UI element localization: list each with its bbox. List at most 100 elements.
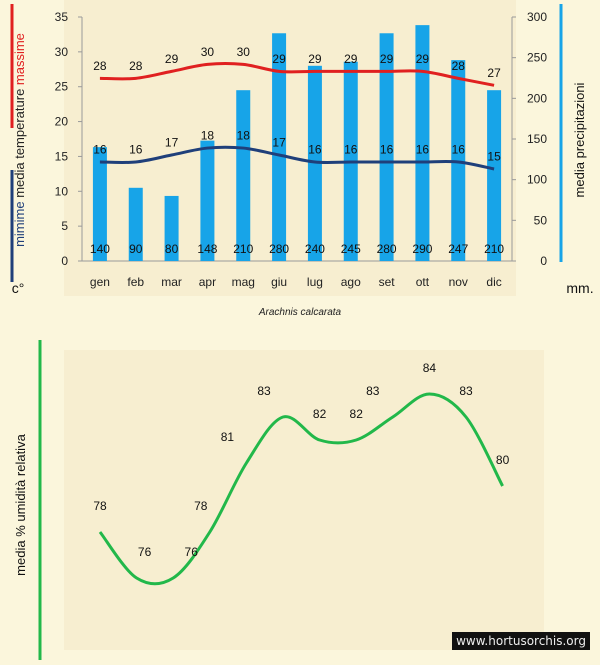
precipitation-unit-label: mm.: [566, 280, 593, 296]
category-label: ago: [341, 275, 361, 289]
humidity-value-label: 76: [185, 545, 199, 559]
humidity-value-label: 84: [423, 361, 437, 375]
precipitation-bar: [200, 140, 215, 261]
max-temperature-label: 29: [165, 52, 179, 66]
precipitation-value-label: 280: [377, 242, 397, 256]
right-tick-label: 150: [527, 132, 547, 146]
precipitation-bar: [272, 33, 287, 262]
chart-title: Arachnis calcarata: [258, 307, 342, 318]
right-tick-label: 300: [527, 10, 547, 24]
max-temperature-label: 29: [344, 52, 358, 66]
min-temperature-label: 17: [272, 135, 286, 149]
climate-chart: 0 5 10 15 20 25 30 35 0 50 100 150 200 250 300 gen feb ma…: [10, 4, 594, 318]
min-temperature-label: 16: [93, 142, 107, 156]
precipitation-bar: [92, 147, 107, 261]
humidity-value-label: 82: [350, 407, 364, 421]
humidity-value-label: 76: [138, 545, 152, 559]
right-tick-label: 200: [527, 91, 547, 105]
humidity-value-label: 78: [93, 499, 107, 513]
category-label: set: [379, 275, 396, 289]
precipitation-value-label: 240: [305, 242, 325, 256]
max-temperature-label: 29: [380, 52, 394, 66]
min-temperature-label: 16: [452, 142, 466, 156]
humidity-value-label: 83: [257, 384, 271, 398]
humidity-value-label: 81: [221, 430, 235, 444]
left-tick-label: 10: [55, 184, 69, 198]
min-temperature-label: 16: [416, 142, 430, 156]
site-watermark: www.hortusorchis.org: [452, 632, 590, 650]
humidity-line: [98, 392, 504, 586]
min-temperature-label: 18: [237, 129, 251, 143]
category-label: feb: [127, 275, 144, 289]
max-temperature-label: 29: [416, 52, 430, 66]
left-axis-title-part: mimime: [12, 201, 27, 247]
temperature-unit-label: c°: [12, 280, 25, 296]
category-label: giu: [271, 275, 287, 289]
max-temperature-label: 28: [93, 59, 107, 73]
max-temperature-label: 27: [487, 66, 501, 80]
precipitation-bar: [236, 90, 251, 261]
category-label: dic: [486, 275, 501, 289]
category-label: gen: [90, 275, 110, 289]
left-tick-label: 25: [55, 80, 69, 94]
max-temperature-label: 30: [237, 45, 251, 59]
category-label: mag: [232, 275, 255, 289]
min-temperature-label: 15: [487, 149, 501, 163]
humidity-value-label: 78: [194, 499, 208, 513]
left-tick-label: 30: [55, 45, 69, 59]
min-temperature-label: 16: [129, 142, 143, 156]
min-temperature-label: 16: [344, 142, 358, 156]
min-temperature-label: 16: [308, 142, 322, 156]
right-tick-label: 0: [540, 254, 547, 268]
left-tick-label: 5: [61, 219, 68, 233]
right-tick-label: 100: [527, 173, 547, 187]
precipitation-value-label: 210: [233, 242, 253, 256]
left-tick-label: 0: [61, 254, 68, 268]
precipitation-value-label: 245: [341, 242, 361, 256]
precipitation-value-label: 280: [269, 242, 289, 256]
humidity-value-label: 82: [313, 407, 327, 421]
left-axis-title-part: massime: [12, 33, 27, 89]
left-axis-title-part: media temperature: [12, 89, 27, 202]
bottom-plot-area: [64, 350, 544, 650]
humidity-value-label: 83: [366, 384, 380, 398]
left-tick-label: 35: [55, 10, 69, 24]
category-label: mar: [161, 275, 182, 289]
precipitation-bar: [415, 25, 430, 262]
max-temperature-label: 28: [452, 59, 466, 73]
category-label: apr: [199, 275, 216, 289]
precipitation-value-label: 90: [129, 242, 143, 256]
min-temperature-label: 18: [201, 129, 215, 143]
max-temperature-label: 29: [308, 52, 322, 66]
humidity-value-label: 83: [459, 384, 473, 398]
left-axis-title: mimime media temperature massime: [12, 33, 27, 247]
max-temperature-label: 30: [201, 45, 215, 59]
right-tick-label: 50: [534, 213, 548, 227]
category-label: ott: [416, 275, 430, 289]
max-temperature-label: 29: [272, 52, 286, 66]
min-temperature-label: 17: [165, 135, 179, 149]
precipitation-bar: [128, 187, 143, 261]
precipitation-value-label: 290: [412, 242, 432, 256]
min-temperature-line: [99, 145, 495, 171]
max-temperature-line: [99, 62, 495, 87]
precipitation-bar: [164, 195, 179, 261]
precipitation-value-label: 140: [90, 242, 110, 256]
precipitation-value-label: 80: [165, 242, 179, 256]
left-tick-label: 15: [55, 149, 69, 163]
category-label: nov: [449, 275, 468, 289]
min-temperature-label: 16: [380, 142, 394, 156]
precipitation-bar: [379, 33, 394, 262]
precipitation-bar: [487, 90, 502, 261]
precipitation-value-label: 247: [448, 242, 468, 256]
humidity-value-label: 80: [496, 453, 510, 467]
category-label: lug: [307, 275, 323, 289]
left-tick-label: 20: [55, 115, 69, 129]
precipitation-value-label: 210: [484, 242, 504, 256]
precipitation-value-label: 148: [197, 242, 217, 256]
humidity-axis-title: media % umidità relativa: [13, 433, 28, 575]
right-axis-title: media precipitazioni: [572, 82, 587, 197]
